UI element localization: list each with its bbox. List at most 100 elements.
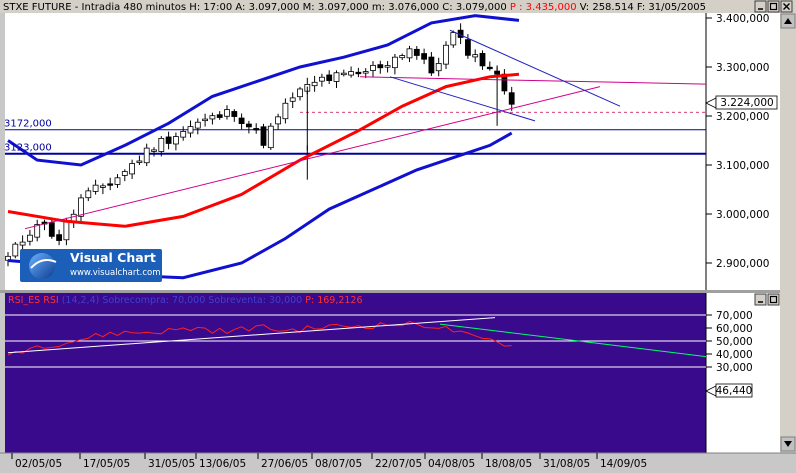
level-label: 3172,000	[4, 119, 52, 130]
rsi-line	[7, 320, 512, 356]
info-item: C: 3.079,000	[439, 2, 507, 13]
rsi-tick-label: 70,000	[716, 310, 753, 322]
rsi-legend-item: (14,2,4)	[59, 295, 100, 306]
rsi-legend-item: Sobrecompra: 70,000	[99, 295, 205, 306]
price-info-bar	[0, 0, 796, 13]
candle-body	[450, 32, 457, 46]
date-axis: 02/05/05 17/05/05 31/05/05 13/06/05 27/06/05…	[0, 452, 796, 473]
rsi-trendlines	[7, 317, 706, 358]
candle-body	[151, 149, 157, 152]
price-tick-label: 3.200,000	[716, 111, 769, 123]
horizontal-levels	[5, 111, 706, 155]
candle-body	[399, 55, 406, 59]
rsi-levels	[5, 314, 706, 368]
info-item: H: 17:00	[186, 2, 232, 13]
rsi-minimize-button[interactable]	[754, 293, 767, 306]
current-price-marker: 3.224,000	[705, 95, 778, 110]
candle-body	[5, 255, 11, 261]
candle-body	[158, 138, 165, 152]
candle-body	[224, 109, 230, 117]
candle-body	[209, 115, 216, 120]
channel-upper	[449, 29, 621, 107]
candle-body	[107, 183, 114, 186]
price-tick-label: 3.100,000	[716, 160, 769, 172]
candle-body	[267, 125, 274, 149]
minimize-button[interactable]	[754, 0, 767, 13]
date-tick-label: 13/06/05	[199, 458, 246, 470]
candle-body	[129, 163, 136, 175]
candle-body	[275, 116, 282, 125]
candle-body	[34, 224, 41, 238]
rsi-tick-label: 30,000	[716, 362, 753, 374]
candle-body	[406, 48, 413, 59]
candle-body	[479, 52, 486, 67]
candle-body	[486, 66, 493, 70]
vertical-scrollbar[interactable]	[780, 13, 796, 453]
candle-body	[421, 53, 428, 60]
candle-body	[12, 243, 19, 257]
candle-body	[78, 197, 84, 217]
rsi-maximize-button[interactable]	[767, 293, 780, 306]
level-label: 3123,000	[4, 143, 52, 154]
candle-body	[100, 185, 106, 188]
close-button[interactable]	[780, 0, 793, 13]
rsi-tick-label: 50,000	[716, 336, 753, 348]
date-tick-label: 31/08/05	[543, 458, 590, 470]
date-tick-label: 27/06/05	[261, 458, 308, 470]
panel-splitter[interactable]	[0, 290, 796, 293]
candle-body	[413, 48, 420, 56]
candle-body	[435, 63, 442, 72]
date-tick-label: 14/09/05	[600, 458, 647, 470]
price-axis-ticks: 3.400,000 3.300,000 3.200,000 3.100,000 3.00…	[706, 13, 769, 270]
price-tick-label: 3.400,000	[716, 13, 769, 25]
price-tick-label: 3.000,000	[716, 209, 769, 221]
date-tick-label: 08/07/05	[315, 458, 362, 470]
rsi-panel: RSI_ES RSI (14,2,4) Sobrecompra: 70,000 …	[5, 293, 793, 453]
candle-body	[289, 97, 296, 102]
info-item: STXE FUTURE - Intradia 480 minutos	[3, 2, 186, 13]
candle-body	[370, 64, 376, 71]
candle-body	[165, 136, 172, 144]
arrow-up-icon	[784, 18, 792, 24]
candlesticks	[5, 23, 515, 267]
candle-body	[19, 241, 26, 246]
candle-body	[63, 221, 70, 241]
rsi-legend: RSI_ES RSI (14,2,4) Sobrecompra: 70,000 …	[8, 295, 363, 306]
rsi-current-label: 46,440	[716, 385, 753, 397]
candle-body	[260, 126, 267, 146]
rsi-legend-item: RSI_ES RSI	[8, 295, 59, 306]
info-item: F: 31/05/2005	[634, 2, 706, 13]
logo-url: www.visualchart.com	[70, 268, 161, 278]
candle-body	[311, 81, 318, 87]
candle-body	[56, 234, 62, 241]
maximize-button[interactable]	[767, 0, 780, 13]
resistance-trendline	[359, 76, 706, 85]
candle-body	[297, 88, 303, 98]
candle-body	[202, 118, 209, 122]
candle-body	[172, 136, 179, 145]
support-trendline	[24, 86, 601, 230]
current-price-label: 3.224,000	[720, 97, 773, 109]
candle-body	[26, 234, 33, 242]
candle-body	[85, 190, 92, 199]
price-panel: STXE FUTURE - Intradia 480 minutos H: 17…	[0, 0, 796, 290]
level-labels: 3172,000 3123,000	[4, 119, 52, 154]
candle-body	[340, 72, 347, 76]
rsi-legend-item: P: 169,2126	[302, 295, 362, 306]
rsi-tick-label: 60,000	[716, 323, 753, 335]
scrollbar-track[interactable]	[780, 13, 796, 453]
rsi-current-marker: 46,440	[705, 383, 753, 398]
date-tick-label: 17/05/05	[83, 458, 130, 470]
info-item: A: 3.097,000	[232, 2, 299, 13]
rsi-legend-item: Sobreventa: 30,000	[205, 295, 302, 306]
rsi-series	[7, 320, 512, 356]
price-window-buttons[interactable]	[754, 0, 793, 13]
candle-body	[143, 147, 150, 164]
candle-body	[355, 71, 362, 75]
visualchart-logo: Visual Chart www.visualchart.com	[20, 249, 162, 282]
candle-body	[443, 44, 449, 65]
candle-body	[333, 72, 340, 82]
candle-body	[194, 121, 201, 129]
candle-body	[253, 128, 260, 131]
